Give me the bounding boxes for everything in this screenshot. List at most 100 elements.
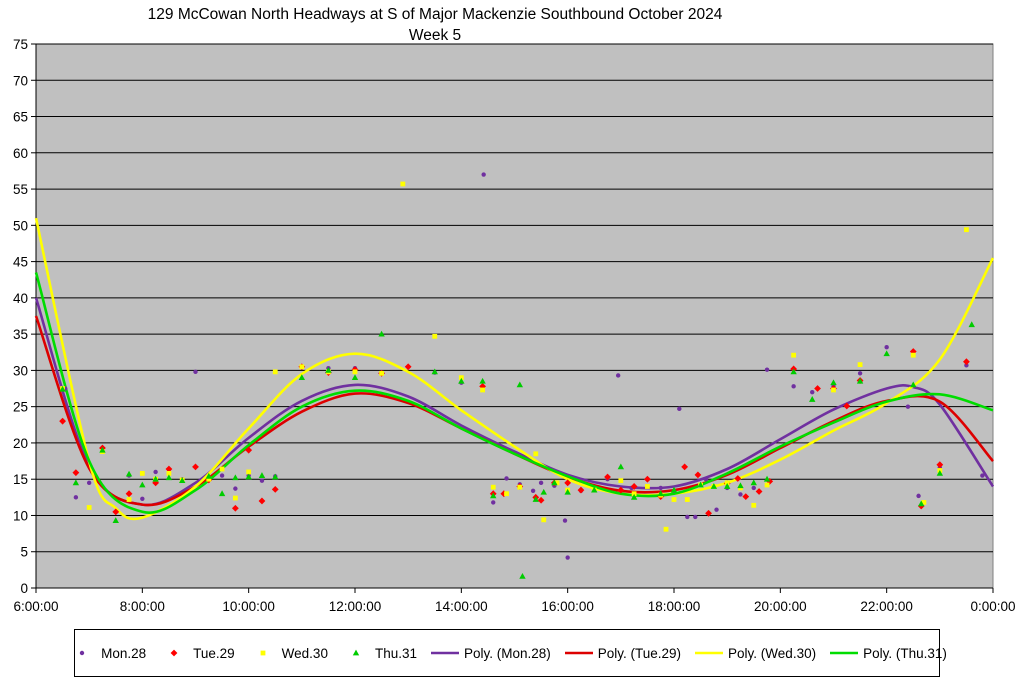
point-wed-30 xyxy=(480,387,485,393)
point-tue-29 xyxy=(742,493,750,501)
point-mon-28 xyxy=(677,406,682,412)
point-tue-29 xyxy=(258,497,266,505)
legend-marker xyxy=(170,649,178,657)
y-tick-label: 10 xyxy=(13,508,28,523)
y-tick-label: 20 xyxy=(13,436,28,451)
point-wed-30 xyxy=(541,517,547,523)
point-thu-31 xyxy=(152,475,159,482)
point-thu-31 xyxy=(351,374,359,381)
point-tue-29 xyxy=(617,486,625,494)
point-thu-31 xyxy=(809,396,816,402)
x-axis-tick-labels: 6:00:00 8:00:00 10:00:00 12:00:00 14:00:00 16… xyxy=(13,599,1015,614)
legend-key xyxy=(695,651,724,655)
point-tue-29 xyxy=(537,496,545,504)
point-thu-31 xyxy=(298,374,306,381)
point-wed-30 xyxy=(631,491,637,497)
point-mon-28 xyxy=(193,369,198,375)
y-tick-label: 35 xyxy=(13,327,28,342)
legend-label: Tue.29 xyxy=(193,645,235,661)
point-tue-29 xyxy=(681,463,689,471)
point-tue-29 xyxy=(705,509,712,517)
point-thu-31 xyxy=(125,470,133,477)
point-wed-30 xyxy=(671,497,677,502)
point-thu-31 xyxy=(490,492,497,499)
point-tue-29 xyxy=(404,363,412,371)
legend-item: Poly. (Thu.31) xyxy=(829,646,947,661)
gridlines xyxy=(36,43,993,553)
point-tue-29 xyxy=(72,469,80,477)
point-mon-28 xyxy=(685,514,690,520)
point-tue-29 xyxy=(231,504,239,512)
point-thu-31 xyxy=(830,379,837,386)
point-wed-30 xyxy=(299,364,305,370)
x-tick-label: 20:00:00 xyxy=(754,599,807,614)
point-tue-29 xyxy=(245,446,253,454)
point-thu-31 xyxy=(516,381,524,388)
point-tue-29 xyxy=(936,461,944,469)
point-wed-30 xyxy=(554,480,560,486)
point-wed-30 xyxy=(857,362,863,367)
point-thu-31 xyxy=(697,481,704,488)
point-mon-28 xyxy=(738,492,743,497)
point-mon-28 xyxy=(233,486,238,491)
legend-item: Mon.28 xyxy=(67,646,146,661)
legend-key xyxy=(260,650,266,656)
legend-item: Thu.31 xyxy=(341,646,417,661)
point-thu-31 xyxy=(165,474,173,481)
plot-area xyxy=(35,43,994,589)
point-thu-31 xyxy=(551,479,558,486)
point-thu-31 xyxy=(272,473,279,480)
legend-label: Wed.30 xyxy=(281,645,328,661)
point-wed-30 xyxy=(831,387,836,393)
point-wed-30 xyxy=(352,369,358,375)
chart-title-line1: 129 McCowan North Headways at S of Major… xyxy=(147,6,723,23)
point-thu-31 xyxy=(737,482,744,489)
trend-line-poly-thu-31- xyxy=(34,272,994,515)
point-thu-31 xyxy=(591,486,598,493)
point-wed-30 xyxy=(458,375,464,381)
point-mon-28 xyxy=(905,404,911,409)
point-thu-31 xyxy=(630,493,638,500)
point-mon-28 xyxy=(964,363,969,368)
legend-item: Poly. (Wed.30) xyxy=(694,646,816,661)
legend-marker xyxy=(260,650,266,656)
point-tue-29 xyxy=(963,358,970,366)
point-tue-29 xyxy=(564,479,572,487)
point-wed-30 xyxy=(663,526,669,532)
y-tick-label: 30 xyxy=(13,363,28,378)
point-thu-31 xyxy=(968,321,975,328)
point-thu-31 xyxy=(59,385,66,392)
point-thu-31 xyxy=(99,446,106,453)
point-wed-30 xyxy=(791,352,797,358)
point-thu-31 xyxy=(325,367,332,373)
point-thu-31 xyxy=(179,477,186,484)
legend-label: Poly. (Tue.29) xyxy=(597,645,682,661)
point-wed-30 xyxy=(645,484,650,489)
point-wed-30 xyxy=(964,227,969,233)
point-thu-31 xyxy=(657,490,664,497)
point-thu-31 xyxy=(750,479,757,486)
point-mon-28 xyxy=(538,480,544,486)
chart-title-line2: Week 5 xyxy=(408,27,462,44)
legend-key xyxy=(830,651,859,655)
x-tick-label: 8:00:00 xyxy=(120,599,165,614)
y-tick-label: 15 xyxy=(13,472,28,487)
point-thu-31 xyxy=(790,368,797,375)
y-tick-label: 65 xyxy=(13,110,28,125)
data-points xyxy=(59,172,985,579)
point-wed-30 xyxy=(126,497,132,502)
point-thu-31 xyxy=(258,472,266,478)
point-wed-30 xyxy=(751,502,757,508)
x-tick-label: 18:00:00 xyxy=(648,599,701,614)
point-mon-28 xyxy=(259,478,265,483)
point-tue-29 xyxy=(734,475,742,482)
x-tick-label: 14:00:00 xyxy=(435,599,488,614)
point-wed-30 xyxy=(618,478,624,484)
legend-item: Poly. (Tue.29) xyxy=(564,646,681,661)
point-thu-31 xyxy=(723,483,731,489)
point-thu-31 xyxy=(710,483,718,489)
trend-lines xyxy=(34,217,995,521)
point-mon-28 xyxy=(219,473,225,478)
legend-label: Mon.28 xyxy=(101,645,147,661)
point-wed-30 xyxy=(272,369,278,375)
